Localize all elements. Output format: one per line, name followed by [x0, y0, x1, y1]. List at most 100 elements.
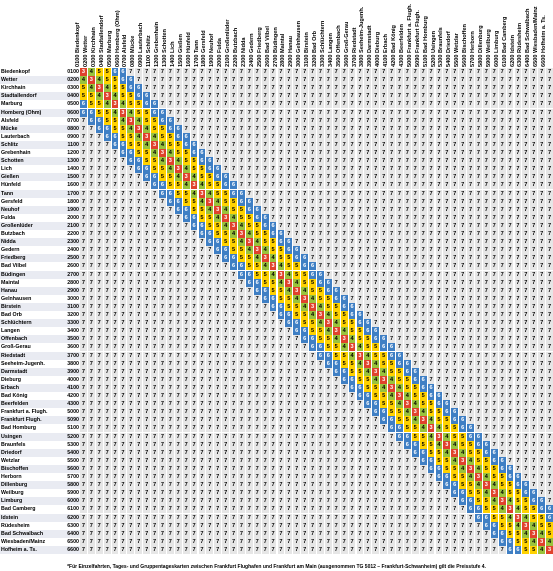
zone-row-name: Braunfels [1, 441, 26, 448]
price-level-cell: 6 [293, 246, 302, 255]
price-level-cell: 7 [230, 108, 238, 117]
price-level-cell: 7 [451, 294, 460, 303]
price-level-cell: 7 [427, 270, 436, 279]
price-level-cell: 7 [356, 294, 365, 303]
price-level-cell: 7 [482, 416, 491, 425]
zone-row-name: Dillenburg [1, 482, 28, 489]
zone-row: Erbach 4100 7 7 7 7 7 7 7 7 7 7 7 7 7 7 7 7 7 7 7 7 7 7 7 7 7 7 7 7 7 7… [0, 383, 553, 392]
price-level-cell: 4 [396, 383, 404, 392]
price-level-cell: 7 [198, 124, 207, 133]
price-level-cell: 7 [403, 230, 412, 238]
price-level-cell: 7 [135, 440, 144, 449]
price-level-cell: 7 [245, 92, 254, 101]
price-level-cell: 4 [159, 140, 167, 149]
price-level-cell: 7 [222, 351, 231, 360]
price-level-cell: 7 [403, 473, 412, 481]
price-level-cell: 7 [277, 367, 286, 376]
price-level-cell: 7 [198, 108, 207, 117]
price-level-cell: 7 [538, 116, 547, 125]
price-level-cell: 7 [396, 481, 404, 490]
price-level-cell: 7 [427, 230, 436, 238]
price-level-cell: 7 [182, 286, 191, 295]
price-level-cell: 7 [135, 294, 144, 303]
price-level-cell: 7 [80, 545, 88, 554]
zone-column-label: 3700 Riedstadt [351, 27, 358, 67]
price-level-cell: 7 [87, 513, 96, 522]
price-level-cell: 7 [277, 157, 286, 166]
price-level-cell: 4 [214, 213, 223, 222]
zone-row-code: 1600 [67, 182, 79, 189]
price-level-cell: 4 [332, 319, 341, 328]
price-level-cell: 7 [546, 416, 553, 425]
price-level-cell: 7 [435, 108, 444, 117]
zone-row: Weilburg 5900 7 7 7 7 7 7 7 7 7 7 7 7 7 7 7 7 7 7 7 7 7 7 7 7 7 7 7 7… [0, 489, 553, 498]
price-level-cell: 6 [293, 327, 302, 336]
price-level-cell: 7 [166, 351, 175, 360]
price-level-cell: 7 [301, 408, 310, 417]
price-level-cell: 7 [135, 246, 144, 255]
price-level-cell: 7 [372, 545, 381, 554]
price-level-cell: 7 [151, 238, 159, 247]
zone-row-code: 6200 [67, 514, 79, 521]
price-level-cell: 7 [151, 473, 159, 481]
price-level-cell: 7 [317, 213, 325, 222]
price-level-cell: 3 [459, 456, 468, 465]
price-level-cell: 7 [245, 335, 254, 344]
price-level-cell: 7 [182, 124, 191, 133]
price-level-cell: 7 [435, 132, 444, 141]
price-level-cell: 7 [356, 246, 365, 255]
price-level-cell: 7 [475, 424, 483, 433]
price-level-cell: 7 [87, 319, 96, 328]
price-level-cell: 7 [411, 537, 420, 546]
price-level-cell: 7 [261, 76, 270, 85]
price-level-cell: 5 [182, 197, 191, 206]
zone-row: Langen 3400 7 7 7 7 7 7 7 7 7 7 7 7 7 7 7 7 7 7 7 7 7 7 7 7 7 7 7 6 6 5… [0, 327, 553, 336]
price-level-cell: 7 [103, 521, 112, 530]
price-level-cell: 7 [482, 343, 491, 352]
price-level-cell: 5 [222, 238, 231, 247]
price-level-cell: 5 [190, 157, 199, 166]
price-level-cell: 3 [285, 278, 294, 287]
price-level-cell: 7 [443, 335, 452, 344]
price-level-cell: 7 [127, 343, 136, 352]
price-level-cell: 7 [467, 108, 475, 117]
price-level-cell: 7 [546, 124, 553, 133]
price-level-cell: 7 [427, 286, 436, 295]
price-level-cell: 7 [490, 238, 499, 247]
price-level-cell: 5 [261, 270, 270, 279]
price-level-cell: 7 [143, 343, 152, 352]
price-level-cell: 7 [411, 311, 420, 319]
price-level-cell: 7 [490, 286, 499, 295]
price-level-cell: 7 [435, 230, 444, 238]
price-level-cell: 7 [159, 262, 167, 271]
price-level-cell: 7 [451, 246, 460, 255]
price-level-cell: 7 [356, 497, 365, 506]
price-level-cell: 7 [348, 513, 357, 522]
price-level-cell: 7 [143, 270, 152, 279]
price-level-cell: 7 [372, 181, 381, 190]
price-level-cell: 7 [135, 254, 144, 263]
price-level-cell: 7 [293, 473, 302, 481]
price-level-cell: 7 [317, 165, 325, 174]
price-level-cell: 7 [103, 157, 112, 166]
price-level-cell: 7 [190, 116, 199, 125]
price-level-cell: 7 [95, 375, 104, 384]
price-level-cell: 7 [364, 92, 373, 101]
price-level-cell: 7 [151, 76, 159, 85]
price-level-cell: 7 [475, 537, 483, 546]
price-level-cell: 7 [538, 456, 547, 465]
zone-column-label: 1400 Lich [169, 41, 176, 68]
price-level-cell: 7 [388, 505, 396, 514]
price-level-cell: 7 [103, 367, 112, 376]
price-level-cell: 7 [522, 278, 531, 287]
zone-row-name: Wetter [1, 77, 18, 84]
price-level-cell: 7 [522, 140, 531, 149]
price-level-cell: 6 [206, 165, 215, 174]
price-level-cell: 6 [348, 311, 357, 319]
price-level-cell: 7 [467, 545, 475, 554]
price-level-cell: 6 [309, 262, 317, 271]
price-level-cell: 7 [522, 343, 531, 352]
price-level-cell: 7 [230, 473, 238, 481]
zone-row-name: Bad Homburg [1, 425, 37, 432]
price-level-cell: 7 [403, 76, 412, 85]
